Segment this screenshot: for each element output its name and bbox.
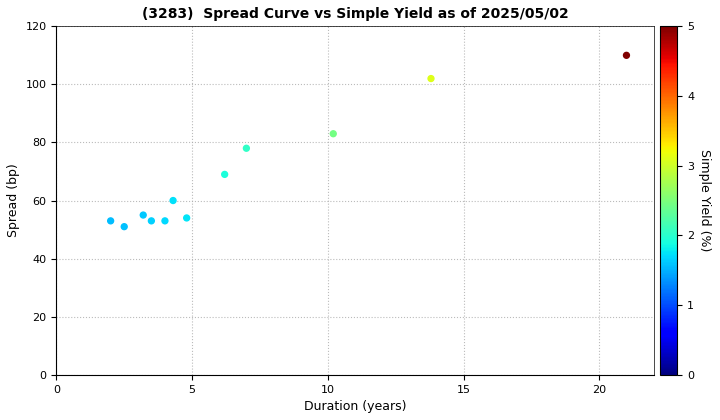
- Point: [145, 218, 157, 224]
- Point: [219, 171, 230, 178]
- Point: [119, 223, 130, 230]
- Point: [426, 75, 437, 82]
- Point: [159, 218, 171, 224]
- Point: [240, 145, 252, 152]
- Y-axis label: Spread (bp): Spread (bp): [7, 164, 20, 237]
- Point: [328, 130, 339, 137]
- X-axis label: Duration (years): Duration (years): [304, 400, 406, 413]
- Title: (3283)  Spread Curve vs Simple Yield as of 2025/05/02: (3283) Spread Curve vs Simple Yield as o…: [142, 7, 568, 21]
- Point: [105, 218, 117, 224]
- Point: [181, 215, 192, 221]
- Point: [167, 197, 179, 204]
- Y-axis label: Simple Yield (%): Simple Yield (%): [698, 150, 711, 252]
- Point: [621, 52, 632, 59]
- Point: [138, 212, 149, 218]
